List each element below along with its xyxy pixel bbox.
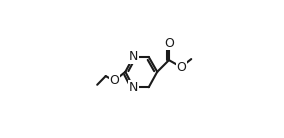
- Text: O: O: [164, 37, 174, 50]
- Text: O: O: [109, 74, 119, 87]
- Text: O: O: [176, 61, 186, 74]
- Text: N: N: [129, 81, 138, 94]
- Text: N: N: [129, 50, 138, 63]
